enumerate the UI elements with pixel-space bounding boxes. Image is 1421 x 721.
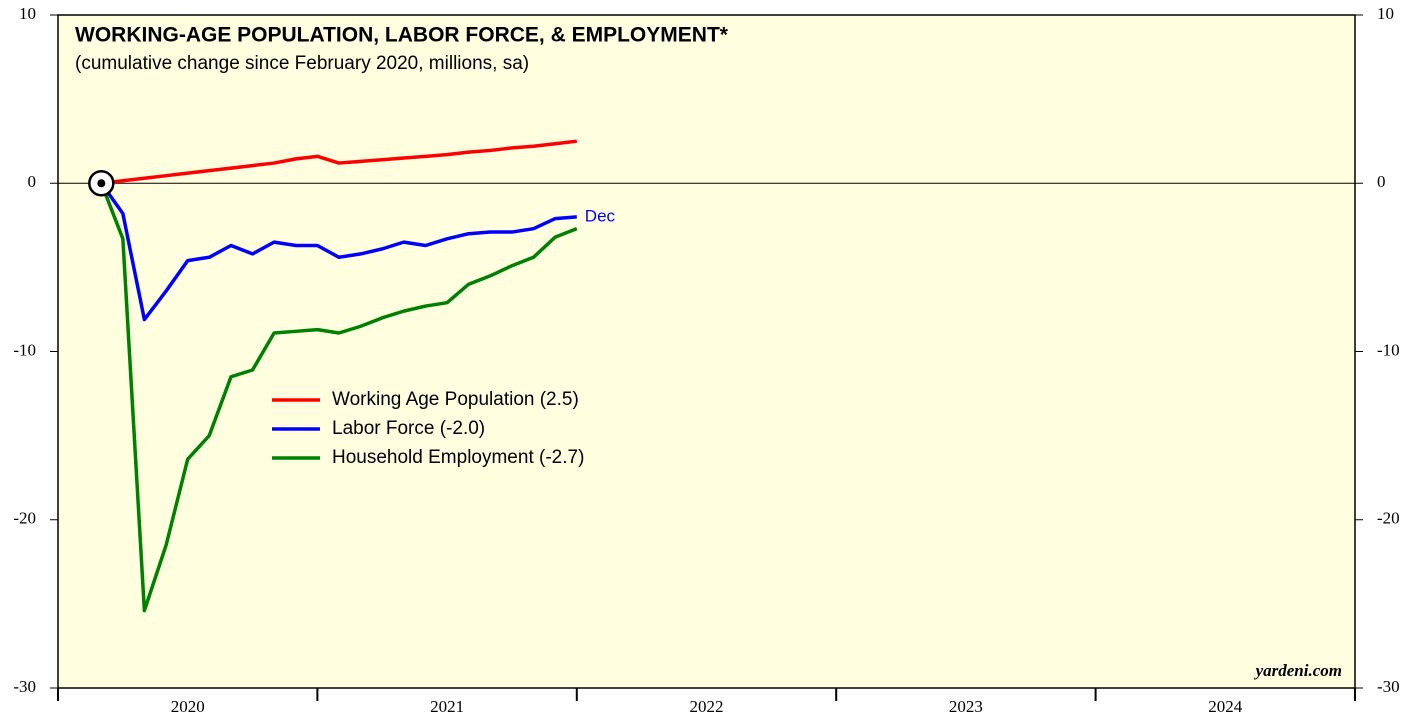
x-tick-label: 2023 xyxy=(949,697,983,716)
y-tick-label: 0 xyxy=(28,172,37,191)
y2-tick-label: -10 xyxy=(1377,340,1400,359)
chart-subtitle: (cumulative change since February 2020, … xyxy=(75,53,529,74)
end-label: Dec xyxy=(585,206,616,225)
origin-dot xyxy=(97,179,106,188)
x-tick-label: 2021 xyxy=(430,697,464,716)
x-tick-label: 2024 xyxy=(1208,697,1243,716)
x-tick-label: 2020 xyxy=(171,697,205,716)
series-line xyxy=(99,182,578,613)
legend-label: Household Employment (-2.7) xyxy=(332,447,584,468)
y2-tick-label: -30 xyxy=(1377,677,1400,696)
legend-label: Labor Force (-2.0) xyxy=(332,418,485,439)
series-line xyxy=(99,182,577,322)
series-line xyxy=(101,139,578,185)
x-tick-label: 2022 xyxy=(690,697,724,716)
y-tick-label: 10 xyxy=(19,4,36,23)
y2-tick-label: 0 xyxy=(1377,172,1386,191)
y2-tick-label: -20 xyxy=(1377,509,1400,528)
y-tick-label: -20 xyxy=(13,509,36,528)
chart-title: WORKING-AGE POPULATION, LABOR FORCE, & E… xyxy=(75,24,729,47)
plot-area xyxy=(57,14,1356,689)
y-tick-label: -10 xyxy=(13,340,36,359)
legend-label: Working Age Population (2.5) xyxy=(332,389,579,410)
source: yardeni.com xyxy=(1254,661,1342,680)
y2-tick-label: 10 xyxy=(1377,4,1394,23)
y-tick-label: -30 xyxy=(13,677,36,696)
